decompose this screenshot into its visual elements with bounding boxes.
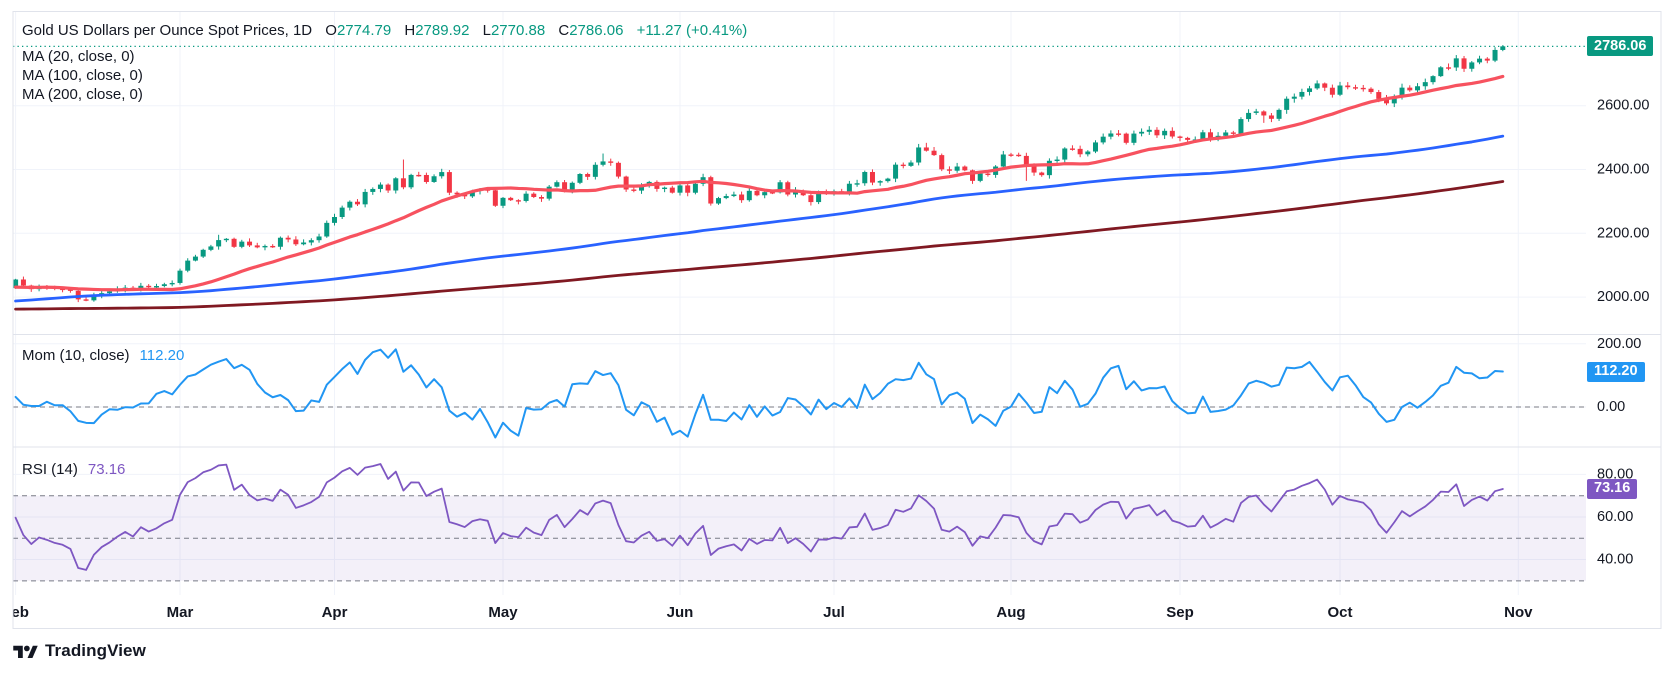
ohlc-close: C2786.06 — [558, 22, 623, 39]
price-axis-label: 2600.00 — [1597, 98, 1649, 114]
ohlc-close-label: C — [558, 22, 570, 39]
month-label-apr[interactable]: Apr — [322, 604, 348, 621]
month-label-nov[interactable]: Nov — [1504, 604, 1533, 621]
ohlc-low: L2770.88 — [483, 22, 546, 39]
ohlc-high-value: 2789.92 — [415, 22, 470, 39]
ohlc-high-label: H — [404, 22, 416, 39]
month-label-aug[interactable]: Aug — [996, 604, 1025, 621]
rsi-legend[interactable]: RSI (14) 73.16 — [22, 461, 125, 478]
rsi-line — [14, 463, 1504, 571]
month-label-sep[interactable]: Sep — [1166, 604, 1194, 621]
ohlc-close-value: 2786.06 — [569, 22, 624, 39]
month-label-mar[interactable]: Mar — [167, 604, 194, 621]
ma100-line — [14, 134, 1505, 303]
widget-border — [12, 11, 1662, 629]
momentum-badge: 112.20 — [1587, 361, 1645, 382]
momentum-axis-label: 200.00 — [1597, 336, 1641, 352]
price-axis-label: 2200.00 — [1597, 225, 1649, 241]
ma20-line — [14, 74, 1505, 292]
tradingview-attribution-text[interactable]: TradingView — [45, 641, 146, 660]
rsi-axis-label: 40.00 — [1597, 552, 1633, 568]
time-axis: Feb Mar Apr May Jun Jul Aug Sep Oct Nov — [2, 604, 1534, 621]
tradingview-logo-icon — [13, 645, 38, 658]
momentum-value: 112.20 — [139, 347, 185, 364]
tradingview-attribution[interactable]: TradingView — [13, 641, 146, 661]
rsi-axis-label: 80.00 — [1597, 466, 1633, 482]
ohlc-high: H2789.92 — [404, 22, 469, 39]
legend-ma200[interactable]: MA (200, close, 0) — [22, 86, 143, 103]
month-label-jul[interactable]: Jul — [823, 604, 845, 621]
month-label-oct[interactable]: Oct — [1327, 604, 1352, 621]
legend-ma20[interactable]: MA (20, close, 0) — [22, 48, 135, 65]
rsi-badge: 73.16 — [1587, 478, 1638, 499]
ohlc-low-value: 2770.88 — [490, 22, 546, 39]
momentum-legend[interactable]: Mom (10, close) 112.20 — [22, 347, 184, 364]
rsi-value: 73.16 — [87, 461, 126, 478]
month-label-may[interactable]: May — [488, 604, 518, 621]
symbol-header[interactable]: Gold US Dollars per Ounce Spot Prices, 1… — [22, 22, 747, 39]
rsi-label: RSI (14) — [22, 461, 78, 478]
price-axis-label: 2000.00 — [1597, 289, 1649, 305]
rsi-axis-label: 60.00 — [1597, 509, 1633, 525]
month-label-jun[interactable]: Jun — [667, 604, 694, 621]
ohlc-low-label: L — [482, 22, 491, 39]
ohlc-open-label: O — [325, 22, 337, 39]
symbol-title[interactable]: Gold US Dollars per Ounce Spot Prices, 1… — [22, 22, 313, 39]
month-label-feb[interactable]: Feb — [2, 604, 29, 621]
ohlc-open-value: 2774.79 — [336, 22, 392, 39]
ma200-line — [14, 180, 1505, 311]
ohlc-open: O2774.79 — [325, 22, 391, 39]
last-price-badge: 2786.06 — [1587, 36, 1654, 57]
momentum-axis-label: 0.00 — [1597, 399, 1625, 415]
price-change: +11.27 (+0.41%) — [636, 22, 748, 39]
momentum-line — [14, 348, 1504, 439]
legend-ma100[interactable]: MA (100, close, 0) — [22, 67, 143, 84]
momentum-label: Mom (10, close) — [22, 347, 130, 364]
price-axis-label: 2400.00 — [1597, 162, 1649, 178]
